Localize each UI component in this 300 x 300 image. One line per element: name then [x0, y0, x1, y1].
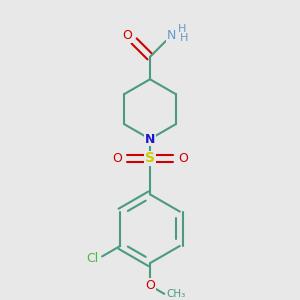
Text: H: H — [178, 24, 187, 34]
Text: Cl: Cl — [86, 252, 99, 265]
Text: O: O — [145, 279, 155, 292]
Text: N: N — [145, 133, 155, 146]
Text: S: S — [145, 152, 155, 166]
Text: O: O — [123, 29, 133, 42]
Text: O: O — [178, 152, 188, 165]
Text: CH₃: CH₃ — [167, 289, 186, 299]
Text: H: H — [180, 33, 188, 43]
Text: N: N — [167, 29, 176, 42]
Text: O: O — [112, 152, 122, 165]
